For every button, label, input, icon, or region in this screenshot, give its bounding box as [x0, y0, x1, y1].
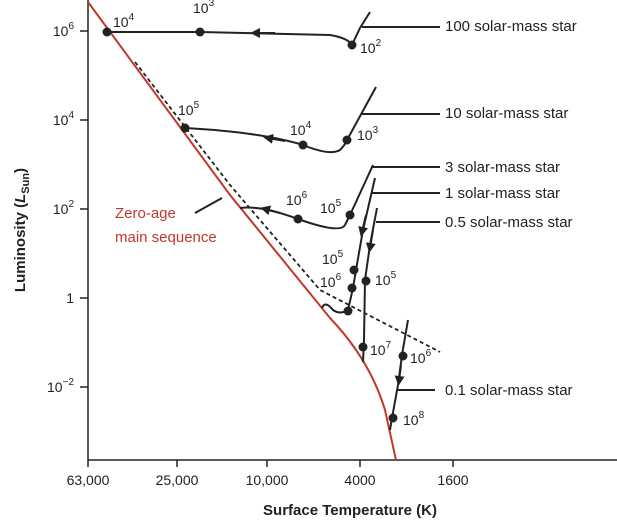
- y-tick-label: 1: [66, 290, 74, 306]
- track-5: 106 108 0.1 solar-mass star: [388, 319, 573, 431]
- y-tick-label: 104: [53, 110, 75, 128]
- age-label: 106: [286, 190, 308, 208]
- age-marker: [343, 306, 353, 316]
- track-label: 0.1 solar-mass star: [445, 382, 573, 399]
- age-marker: [349, 265, 359, 275]
- age-label: 102: [360, 38, 382, 56]
- direction-arrow-icon: [394, 364, 405, 386]
- age-marker: [361, 276, 371, 286]
- track-3: 105 106 107 1 solar-mass star: [320, 177, 560, 358]
- zams-label-2: main sequence: [115, 229, 217, 246]
- zams-label-1: Zero-age: [115, 205, 176, 222]
- track-2: 106 105 3 solar-mass star: [239, 159, 560, 230]
- x-tick-label: 1600: [437, 472, 468, 488]
- track-label: 10 solar-mass star: [445, 105, 568, 122]
- age-label: 105: [178, 100, 200, 118]
- y-axis-label: Luminosity (LSun): [12, 168, 32, 292]
- axes: [87, 0, 617, 461]
- direction-arrow-icon: [263, 133, 286, 144]
- age-label: 106: [410, 348, 432, 366]
- age-marker: [342, 135, 352, 145]
- x-tick-label: 4000: [344, 472, 375, 488]
- age-label: 108: [403, 410, 425, 428]
- track-line: [184, 86, 377, 154]
- track-label: 3 solar-mass star: [445, 159, 560, 176]
- track-label: 1 solar-mass star: [445, 185, 560, 202]
- age-label: 105: [322, 249, 344, 267]
- y-tick-label: 10−2: [47, 377, 74, 395]
- age-marker: [298, 140, 308, 150]
- direction-arrow-icon: [260, 205, 281, 216]
- track-0: 104 103 102 100 solar-mass star: [102, 0, 577, 56]
- age-marker: [347, 283, 357, 293]
- age-label: 103: [193, 0, 215, 16]
- direction-arrow-icon: [365, 229, 376, 253]
- age-label: 105: [375, 270, 397, 288]
- age-marker: [358, 342, 368, 352]
- age-marker: [347, 40, 357, 50]
- y-tick-label: 102: [53, 199, 75, 217]
- age-marker: [102, 27, 112, 37]
- age-label: 105: [320, 198, 342, 216]
- direction-arrow-icon: [358, 214, 369, 237]
- age-label: 104: [290, 120, 312, 138]
- zams-leader: [194, 197, 223, 214]
- track-line: [107, 11, 371, 48]
- y-tick-label: 106: [53, 21, 75, 39]
- age-label: 103: [357, 125, 379, 143]
- track-label: 100 solar-mass star: [445, 18, 577, 35]
- zams-line: [87, 1, 397, 461]
- age-marker: [180, 123, 190, 133]
- age-marker: [388, 413, 398, 423]
- x-tick-label: 10,000: [246, 472, 289, 488]
- age-label: 104: [113, 12, 135, 30]
- x-tick-label: 25,000: [156, 472, 199, 488]
- age-marker: [398, 351, 408, 361]
- age-marker: [345, 210, 355, 220]
- track-label: 0.5 solar-mass star: [445, 214, 573, 231]
- track-1: 105 104 103 10 solar-mass star: [178, 86, 568, 154]
- dashed-line: [134, 61, 441, 353]
- x-axis-label: Surface Temperature (K): [263, 502, 437, 519]
- age-marker: [195, 27, 205, 37]
- age-label: 107: [370, 340, 392, 358]
- age-marker: [293, 214, 303, 224]
- track-line: [321, 177, 376, 314]
- age-label: 106: [320, 272, 342, 290]
- x-tick-label: 63,000: [67, 472, 110, 488]
- track-4: 105 0.5 solar-mass star: [358, 207, 573, 363]
